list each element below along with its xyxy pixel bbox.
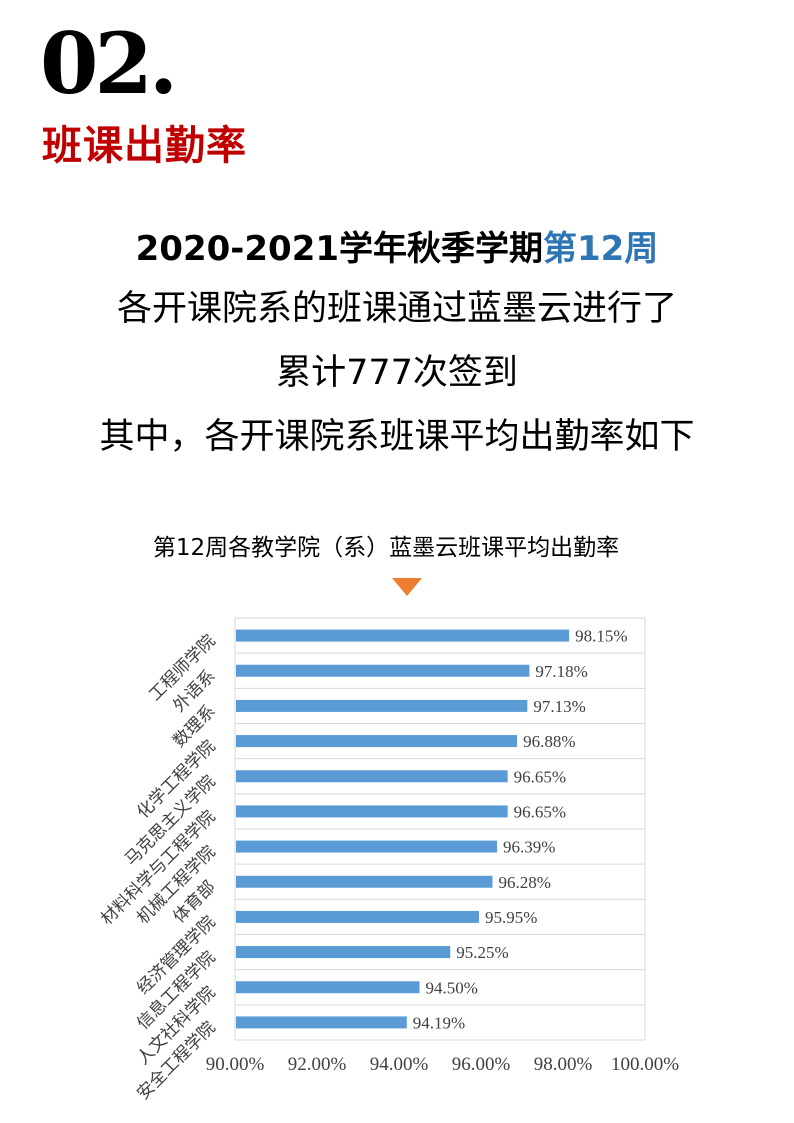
bar-value-label: 97.13% (533, 697, 585, 716)
bar (236, 805, 508, 818)
section-title: 班课出勤率 (42, 123, 247, 169)
x-tick-label: 98.00% (534, 1054, 593, 1075)
chart-title: 第12周各教学院（系）蓝墨云班课平均出勤率 (152, 535, 620, 561)
bar-value-label: 94.19% (413, 1013, 465, 1032)
intro-line-2: 累计777次签到 (276, 353, 518, 393)
x-tick-label: 90.00% (206, 1054, 265, 1075)
x-tick-label: 100.00% (611, 1054, 679, 1075)
bar (236, 699, 528, 712)
bar (236, 664, 530, 677)
bar (236, 629, 570, 642)
bar-value-label: 96.28% (498, 873, 550, 892)
bar-value-label: 96.39% (503, 838, 555, 857)
bar-value-label: 98.15% (575, 627, 627, 646)
bar-value-label: 95.25% (456, 943, 508, 962)
bar (236, 875, 493, 888)
attendance-bar-chart: 98.15% 97.18% 97.13% 96.88% 96.65% 96.65% 96.3… (97, 617, 679, 1100)
bar (236, 1016, 407, 1029)
bar-value-label: 95.95% (485, 908, 537, 927)
x-tick-label: 96.00% (452, 1054, 511, 1075)
headline: 2020-2021学年秋季学期第12周 (0, 226, 794, 272)
bar-value-label: 97.18% (535, 662, 587, 681)
bar-value-label: 94.50% (426, 978, 478, 997)
intro-line-3: 其中，各开课院系班课平均出勤率如下 (99, 417, 695, 457)
bar (236, 910, 479, 923)
bar-value-label: 96.65% (514, 767, 566, 786)
headline-prefix: 2020-2021学年秋季学期 (135, 229, 544, 269)
bar (236, 770, 508, 783)
down-triangle-icon (392, 578, 422, 596)
bar (236, 735, 518, 748)
bar-value-label: 96.88% (523, 732, 575, 751)
bar (236, 946, 451, 959)
x-tick-label: 92.00% (288, 1054, 347, 1075)
section-number: 02. (40, 14, 178, 113)
bar (236, 840, 497, 853)
x-tick-label: 94.00% (370, 1054, 429, 1075)
bar-value-label: 96.65% (514, 802, 566, 821)
intro-line-1: 各开课院系的班课通过蓝墨云进行了 (116, 289, 677, 329)
headline-week: 第12周 (543, 229, 659, 269)
bar (236, 981, 420, 994)
